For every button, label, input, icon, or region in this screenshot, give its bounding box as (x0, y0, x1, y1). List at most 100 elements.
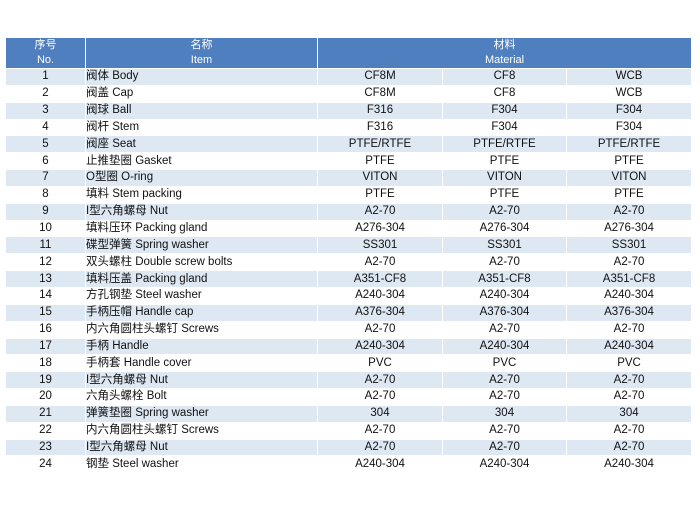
material-col-2: F304 (443, 102, 567, 120)
header-no-en: No. (36, 54, 55, 66)
material-col-3: PVC (567, 355, 692, 373)
header-no-cn: 序号 (34, 39, 57, 51)
material-col-2: PTFE (443, 186, 567, 204)
table-row: 5 阀座 Seat PTFE/RTFE PTFE/RTFE PTFE/RTFE (6, 136, 692, 154)
material-col-2: PTFE (443, 153, 567, 171)
material-col-2: A2-70 (443, 372, 567, 390)
row-number: 5 (6, 136, 86, 154)
table-body: 1 阀体 Body CF8M CF8 WCB 2 阀盖 Cap CF8M CF8 WCB 3 阀球 B… (6, 69, 692, 474)
material-col-1: A2-70 (318, 422, 443, 440)
row-number: 3 (6, 102, 86, 120)
material-col-1: A376-304 (318, 304, 443, 322)
table-row: 11 碟型弹簧 Spring washer SS301 SS301 SS301 (6, 237, 692, 255)
row-number: 6 (6, 153, 86, 171)
row-number: 10 (6, 220, 86, 238)
part-name: O型圈 O-ring (86, 170, 318, 187)
part-name: 填料 Stem packing (86, 186, 318, 204)
table-row: 13 填料压盖 Packing gland A351-CF8 A351-CF8 A351… (6, 271, 692, 288)
material-col-2: A376-304 (443, 304, 567, 322)
table-row: 16 内六角圆柱头螺钉 Screws A2-70 A2-70 A2-70 (6, 321, 692, 339)
material-col-1: PTFE/RTFE (318, 136, 443, 154)
table-row: 19 I型六角螺母 Nut A2-70 A2-70 A2-70 (6, 372, 692, 390)
part-name: I型六角螺母 Nut (86, 372, 318, 390)
row-number: 16 (6, 321, 86, 339)
part-name: 双头螺柱 Double screw bolts (86, 254, 318, 272)
table-row: 9 I型六角螺母 Nut A2-70 A2-70 A2-70 (6, 203, 692, 221)
part-name: 止推垫圈 Gasket (86, 153, 318, 171)
table-row: 10 填料压环 Packing gland A276-304 A276-304 A276… (6, 220, 692, 238)
material-col-2: CF8 (443, 69, 567, 86)
material-col-2: A2-70 (443, 254, 567, 272)
table-row: 3 阀球 Ball F316 F304 F304 (6, 102, 692, 120)
material-col-1: A2-70 (318, 254, 443, 272)
row-number: 7 (6, 170, 86, 187)
material-col-1: CF8M (318, 85, 443, 103)
part-name: 碟型弹簧 Spring washer (86, 237, 318, 255)
material-col-1: F316 (318, 119, 443, 137)
material-col-3: A2-70 (567, 321, 692, 339)
material-col-3: A2-70 (567, 422, 692, 440)
material-col-2: A240-304 (443, 456, 567, 474)
material-col-2: SS301 (443, 237, 567, 255)
table-row: 17 手柄 Handle A240-304 A240-304 A240-304 (6, 338, 692, 356)
row-number: 13 (6, 271, 86, 288)
table-row: 23 I型六角螺母 Nut A2-70 A2-70 A2-70 (6, 439, 692, 457)
part-name: 阀球 Ball (86, 102, 318, 120)
header-item-cn: 名称 (190, 39, 213, 51)
material-col-3: A351-CF8 (567, 271, 692, 288)
row-number: 8 (6, 186, 86, 204)
material-col-1: SS301 (318, 237, 443, 255)
row-number: 18 (6, 355, 86, 373)
material-col-1: PVC (318, 355, 443, 373)
header-item-en: Item (190, 54, 213, 66)
row-number: 9 (6, 203, 86, 221)
table-header: 序号 No. 名称 Item 材料 Material (6, 38, 692, 69)
row-number: 1 (6, 69, 86, 86)
material-col-2: A351-CF8 (443, 271, 567, 288)
material-col-1: A240-304 (318, 287, 443, 305)
material-col-3: A2-70 (567, 254, 692, 272)
table-row: 20 六角头螺栓 Bolt A2-70 A2-70 A2-70 (6, 389, 692, 406)
table-row: 14 方孔钢垫 Steel washer A240-304 A240-304 A240-… (6, 287, 692, 305)
part-name: 填料压环 Packing gland (86, 220, 318, 238)
material-col-2: A2-70 (443, 203, 567, 221)
material-col-3: F304 (567, 119, 692, 137)
part-name: 弹簧垫圈 Spring washer (86, 405, 318, 423)
material-col-2: 304 (443, 405, 567, 423)
table-row: 8 填料 Stem packing PTFE PTFE PTFE (6, 186, 692, 204)
part-name: 阀座 Seat (86, 136, 318, 154)
material-col-3: PTFE (567, 153, 692, 171)
material-col-2: A276-304 (443, 220, 567, 238)
material-col-2: A240-304 (443, 338, 567, 356)
row-number: 11 (6, 237, 86, 255)
table-row: 12 双头螺柱 Double screw bolts A2-70 A2-70 A2-70 (6, 254, 692, 272)
material-col-2: PVC (443, 355, 567, 373)
materials-table: 序号 No. 名称 Item 材料 Material 1 阀体 Body CF8M C… (6, 38, 692, 474)
material-col-1: A240-304 (318, 338, 443, 356)
material-col-2: A2-70 (443, 422, 567, 440)
row-number: 15 (6, 304, 86, 322)
material-col-2: A2-70 (443, 439, 567, 457)
material-col-2: F304 (443, 119, 567, 137)
material-col-1: A351-CF8 (318, 271, 443, 288)
part-name: 阀杆 Stem (86, 119, 318, 137)
material-col-3: A2-70 (567, 372, 692, 390)
row-number: 23 (6, 439, 86, 457)
material-col-3: A240-304 (567, 456, 692, 474)
material-col-3: A240-304 (567, 287, 692, 305)
part-name: 内六角圆柱头螺钉 Screws (86, 321, 318, 339)
part-name: 手柄 Handle (86, 338, 318, 356)
table-row: 21 弹簧垫圈 Spring washer 304 304 304 (6, 405, 692, 423)
table-row: 4 阀杆 Stem F316 F304 F304 (6, 119, 692, 137)
part-name: 六角头螺栓 Bolt (86, 389, 318, 406)
header-no: 序号 No. (6, 38, 86, 69)
row-number: 2 (6, 85, 86, 103)
material-col-2: A2-70 (443, 321, 567, 339)
material-col-1: CF8M (318, 69, 443, 86)
material-col-3: A2-70 (567, 439, 692, 457)
material-col-3: PTFE (567, 186, 692, 204)
material-col-1: VITON (318, 170, 443, 187)
part-name: 方孔钢垫 Steel washer (86, 287, 318, 305)
row-number: 12 (6, 254, 86, 272)
material-col-3: F304 (567, 102, 692, 120)
